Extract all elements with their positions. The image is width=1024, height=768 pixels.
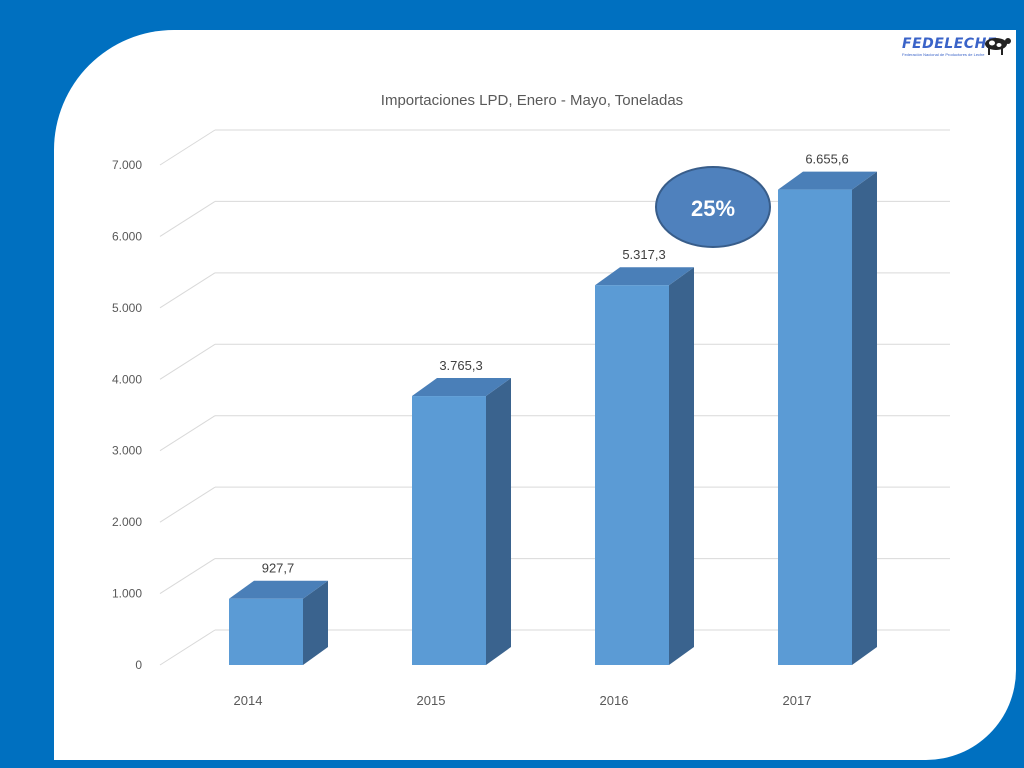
- bar-side: [303, 580, 328, 665]
- fedeleche-logo: FEDELECHE Federación Nacional de Product…: [902, 34, 1012, 62]
- gridline-diagonal: [159, 129, 216, 166]
- y-tick-label: 7.000: [112, 158, 142, 172]
- bar-front: [412, 396, 486, 665]
- growth-badge-ellipse: [655, 166, 771, 248]
- gridline-diagonal: [159, 415, 216, 452]
- x-tick-label: 2014: [234, 693, 263, 708]
- y-axis-ticks: 0 1.000 2.000 3.000 4.000 5.000 6.000 7.000: [112, 158, 142, 672]
- y-tick-label: 1.000: [112, 587, 142, 601]
- bar-2014: [229, 580, 328, 665]
- bar-side: [486, 378, 511, 665]
- growth-badge: 25%: [655, 166, 771, 248]
- logo-name: FEDELECHE: [902, 36, 997, 52]
- bar-2015: [412, 378, 511, 665]
- data-labels: 927,7 3.765,3 5.317,3 6.655,6: [262, 152, 849, 576]
- bar-side: [669, 267, 694, 665]
- x-tick-label: 2016: [600, 693, 629, 708]
- bar-front: [778, 189, 852, 665]
- growth-badge-text: 25%: [691, 196, 735, 221]
- gridline-diagonal: [159, 558, 216, 594]
- bar-top: [778, 171, 877, 190]
- gridline-diagonal: [159, 343, 216, 380]
- data-label: 5.317,3: [622, 247, 665, 262]
- y-tick-label: 2.000: [112, 515, 142, 529]
- bar-2016: [595, 267, 694, 665]
- data-label: 6.655,6: [805, 152, 848, 167]
- chart-title: Importaciones LPD, Enero - Mayo, Tonelad…: [381, 92, 683, 109]
- data-label: 3.765,3: [439, 358, 482, 373]
- bar-top: [412, 378, 511, 397]
- y-tick-label: 6.000: [112, 229, 142, 243]
- x-tick-label: 2017: [783, 693, 812, 708]
- bars: [229, 171, 877, 665]
- bar-front: [595, 285, 669, 665]
- gridline-diagonal: [159, 272, 216, 309]
- gridline-diagonal: [159, 486, 216, 523]
- y-tick-label: 4.000: [112, 372, 142, 386]
- cow-icon: [985, 38, 1011, 55]
- gridline-diagonal: [159, 629, 216, 666]
- y-tick-label: 0: [135, 658, 142, 672]
- y-tick-label: 5.000: [112, 301, 142, 315]
- gridline-diagonal: [159, 201, 216, 237]
- logo-subtitle: Federación Nacional de Productores de Le…: [902, 52, 985, 57]
- bar-2017: [778, 171, 877, 665]
- data-label: 927,7: [262, 561, 295, 576]
- bar-top: [229, 580, 328, 599]
- y-tick-label: 3.000: [112, 444, 142, 458]
- bar-front: [229, 598, 303, 665]
- bar-side: [852, 171, 877, 665]
- x-tick-label: 2015: [417, 693, 446, 708]
- x-axis-ticks: 2014 2015 2016 2017: [234, 693, 812, 708]
- bar-top: [595, 267, 694, 286]
